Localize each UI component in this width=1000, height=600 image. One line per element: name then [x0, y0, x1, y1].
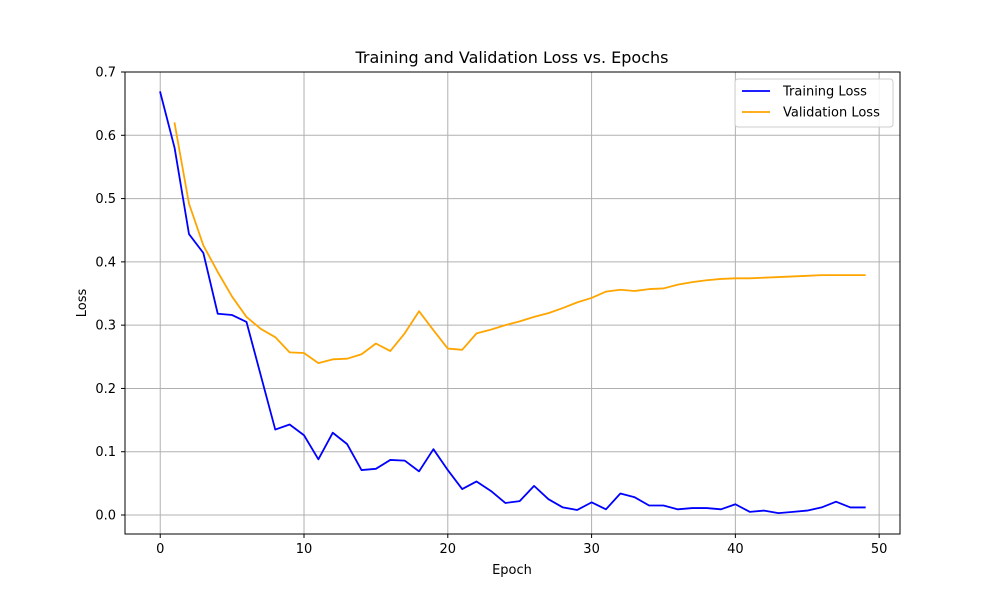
x-tick-label: 30: [583, 542, 600, 557]
x-tick-label: 0: [156, 542, 164, 557]
legend-label: Training Loss: [782, 85, 867, 100]
legend: Training Loss Validation Loss: [734, 78, 894, 128]
validation-loss-line: [173, 122, 866, 365]
legend-box: [734, 78, 894, 128]
chart-title: Training and Validation Loss vs. Epochs: [355, 48, 669, 67]
x-tick-label: 50: [871, 542, 888, 557]
axis-ticks: 0 10 20 30 40 50 0.0 0.1 0.2 0.3 0.4 0.5 0.6 0.7: [95, 66, 887, 558]
x-axis-label: Epoch: [492, 563, 532, 578]
training-loss-line: [159, 91, 866, 515]
y-tick-label: 0.2: [95, 382, 116, 397]
series-lines: [159, 91, 866, 515]
y-axis-label: Loss: [75, 289, 90, 318]
y-tick-label: 0.3: [95, 319, 116, 334]
y-tick-label: 0.4: [95, 255, 116, 270]
x-tick-label: 40: [727, 542, 744, 557]
y-tick-label: 0.7: [95, 66, 116, 81]
y-tick-label: 0.6: [95, 129, 116, 144]
x-tick-label: 20: [440, 542, 457, 557]
y-tick-label: 0.1: [95, 445, 116, 460]
legend-label: Validation Loss: [783, 106, 880, 121]
plot-frame: [124, 71, 901, 535]
y-tick-label: 0.5: [95, 192, 116, 207]
x-tick-label: 10: [296, 542, 313, 557]
y-tick-label: 0.0: [95, 509, 116, 524]
